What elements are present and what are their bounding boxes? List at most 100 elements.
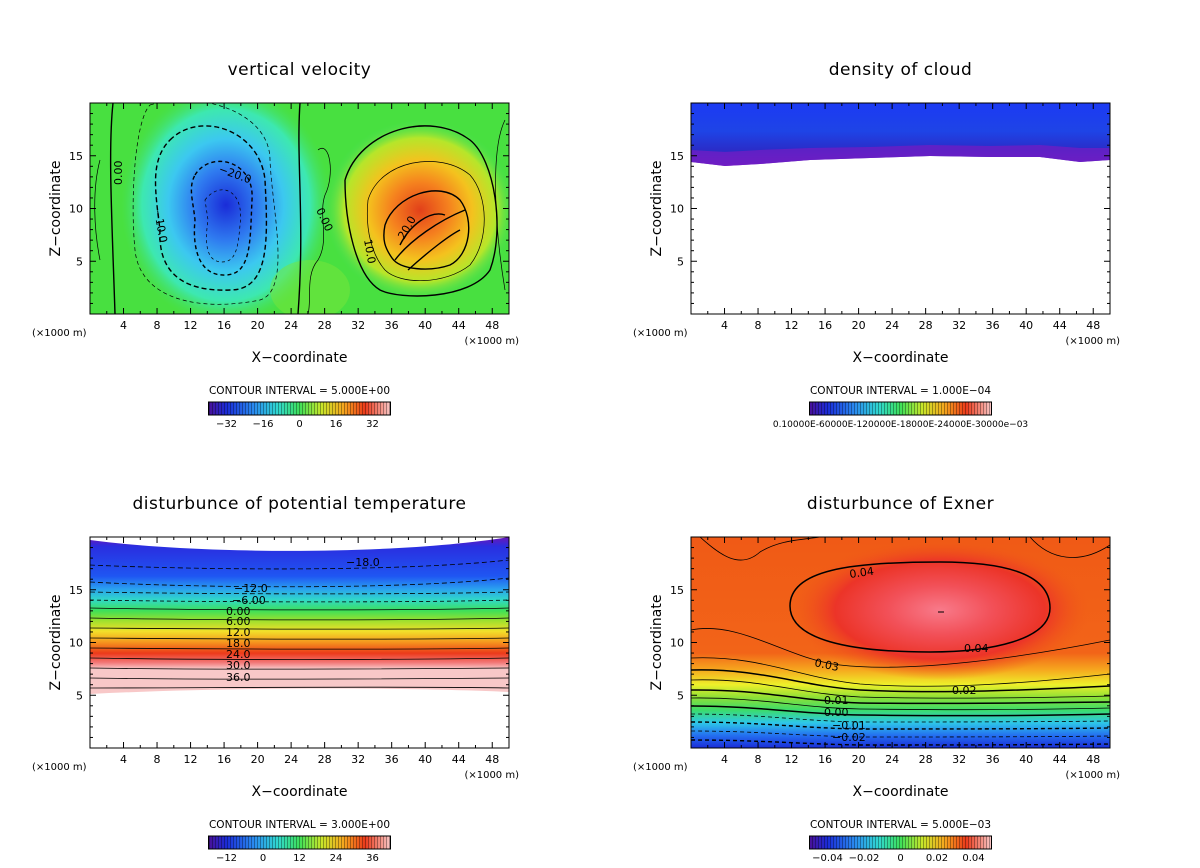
y-tick-label: 5 bbox=[76, 255, 83, 268]
contour-label: 30.0 bbox=[226, 659, 251, 672]
contour-label: 12.0 bbox=[226, 626, 251, 639]
x-tick-label: 48 bbox=[1086, 319, 1100, 332]
x-tick-label: 40 bbox=[1019, 753, 1033, 766]
x-tick-label: 48 bbox=[485, 753, 499, 766]
y-tick-label: 10 bbox=[670, 203, 684, 216]
x-tick-label: 28 bbox=[318, 753, 332, 766]
x-tick-label: 8 bbox=[755, 319, 762, 332]
x-tick-label: 32 bbox=[952, 753, 966, 766]
x-tick-label: 16 bbox=[217, 753, 231, 766]
colorbar-stripes bbox=[809, 836, 992, 849]
x-tick-label: 40 bbox=[418, 319, 432, 332]
x-tick-label: 44 bbox=[452, 319, 466, 332]
contour-label: 0.00 bbox=[226, 605, 251, 618]
y-tick-label: 15 bbox=[670, 584, 684, 597]
contour-label: 0.00 bbox=[112, 161, 125, 186]
contour-label: 24.0 bbox=[226, 648, 251, 661]
panel-title: density of cloud bbox=[829, 60, 973, 80]
x-tick-label: 36 bbox=[385, 319, 399, 332]
contour-interval: CONTOUR INTERVAL = 1.000E−04 bbox=[810, 385, 991, 397]
x-tick-label: 44 bbox=[1053, 319, 1067, 332]
x-tick-label: 4 bbox=[120, 319, 127, 332]
heatmap-field: −18.0 −12.0 −6.00 0.00 6.00 12.0 18.0 24… bbox=[90, 537, 509, 748]
x-tick-label: 32 bbox=[952, 319, 966, 332]
contour-label: −12.0 bbox=[234, 582, 268, 595]
contour-label: −6.00 bbox=[232, 594, 266, 607]
y-tick-label: 15 bbox=[69, 584, 83, 597]
y-axis-label: Z−coordinate bbox=[649, 595, 665, 691]
x-unit-label: (×1000 m) bbox=[464, 770, 519, 781]
panel-exner: 0.04 0.04 0.03 0.02 0.01 0.00 −0.01 −0.0… bbox=[690, 536, 1111, 749]
x-unit-label: (×1000 m) bbox=[633, 328, 688, 339]
x-tick-label: 24 bbox=[284, 319, 298, 332]
x-unit-label: (×1000 m) bbox=[32, 762, 87, 773]
x-unit-label: (×1000 m) bbox=[633, 762, 688, 773]
x-unit-label: (×1000 m) bbox=[1065, 770, 1120, 781]
heatmap-field: 0.00 −20.0 −10.0 0.00 20.0 10.0 bbox=[90, 103, 509, 314]
colorbar-label: −12 bbox=[216, 853, 237, 864]
panel-title: disturbunce of Exner bbox=[807, 494, 994, 514]
x-tick-label: 36 bbox=[986, 753, 1000, 766]
y-tick-label: 10 bbox=[69, 203, 83, 216]
panel-title: vertical velocity bbox=[228, 60, 372, 80]
x-tick-label: 48 bbox=[485, 319, 499, 332]
colorbar-label: 36 bbox=[366, 853, 379, 864]
panel-vertical-velocity: 0.00 −20.0 −10.0 0.00 20.0 10.0 bbox=[89, 102, 510, 315]
x-tick-label: 28 bbox=[318, 319, 332, 332]
contour-label: −0.02 bbox=[832, 731, 866, 744]
colorbar-label: 0.04 bbox=[962, 853, 984, 864]
contour-interval: CONTOUR INTERVAL = 3.000E+00 bbox=[209, 819, 390, 831]
contour-label: −10.0 bbox=[151, 208, 170, 243]
contour-label: 0.04 bbox=[964, 642, 989, 655]
x-tick-label: 44 bbox=[1053, 753, 1067, 766]
contour-lines bbox=[94, 103, 506, 314]
colorbar-label: −16 bbox=[252, 419, 273, 430]
x-tick-label: 24 bbox=[885, 319, 899, 332]
contour-lines bbox=[691, 537, 1110, 746]
x-axis-label: X−coordinate bbox=[853, 784, 949, 800]
y-tick-label: 10 bbox=[670, 637, 684, 650]
colorbar-label: −32 bbox=[216, 419, 237, 430]
x-tick-label: 44 bbox=[452, 753, 466, 766]
x-tick-label: 4 bbox=[721, 753, 728, 766]
x-tick-label: 36 bbox=[385, 753, 399, 766]
y-tick-label: 15 bbox=[69, 150, 83, 163]
x-tick-label: 32 bbox=[351, 753, 365, 766]
contour-interval: CONTOUR INTERVAL = 5.000E+00 bbox=[209, 385, 390, 397]
x-unit-label: (×1000 m) bbox=[1065, 336, 1120, 347]
colorbar-label: 32 bbox=[366, 419, 379, 430]
contour-label: 0.04 bbox=[849, 565, 875, 581]
x-unit-label: (×1000 m) bbox=[32, 328, 87, 339]
contour-label: 0.00 bbox=[824, 706, 849, 719]
y-tick-label: 15 bbox=[670, 150, 684, 163]
x-tick-label: 4 bbox=[120, 753, 127, 766]
x-tick-label: 32 bbox=[351, 319, 365, 332]
x-tick-label: 24 bbox=[885, 753, 899, 766]
colorbar-label: 0 bbox=[296, 419, 302, 430]
x-tick-label: 16 bbox=[217, 319, 231, 332]
x-tick-label: 28 bbox=[919, 753, 933, 766]
y-axis-label: Z−coordinate bbox=[48, 161, 64, 257]
contour-label: −0.01 bbox=[832, 719, 866, 732]
x-tick-label: 12 bbox=[785, 319, 799, 332]
colorbar-label: 0.10000E-60000E-120000E-18000E-24000E-30… bbox=[773, 420, 1028, 430]
contour-lines bbox=[90, 559, 509, 689]
panel-density-of-cloud bbox=[690, 102, 1111, 315]
colorbar-stripes bbox=[208, 402, 391, 415]
x-axis-label: X−coordinate bbox=[252, 784, 348, 800]
contour-label: 6.00 bbox=[226, 615, 251, 628]
x-tick-label: 20 bbox=[852, 319, 866, 332]
x-axis-label: X−coordinate bbox=[252, 350, 348, 366]
contour-label: 18.0 bbox=[226, 637, 251, 650]
x-tick-label: 8 bbox=[154, 753, 161, 766]
colorbar-label: 24 bbox=[330, 853, 343, 864]
heatmap-field: 0.04 0.04 0.03 0.02 0.01 0.00 −0.01 −0.0… bbox=[691, 537, 1110, 748]
x-tick-label: 20 bbox=[251, 319, 265, 332]
x-tick-label: 20 bbox=[251, 753, 265, 766]
x-tick-label: 40 bbox=[1019, 319, 1033, 332]
x-tick-label: 28 bbox=[919, 319, 933, 332]
colorbar-label: 0.02 bbox=[926, 853, 948, 864]
x-tick-label: 48 bbox=[1086, 753, 1100, 766]
